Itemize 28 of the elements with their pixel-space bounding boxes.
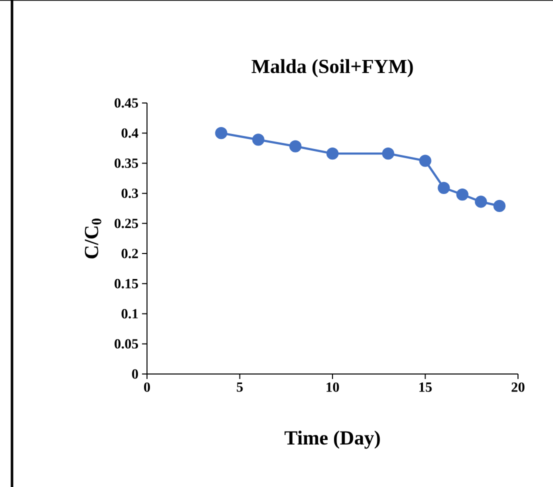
point <box>382 147 394 160</box>
x-axis-title: Time (Day) <box>284 430 380 449</box>
y-tick-label: 0.15 <box>114 278 138 288</box>
point <box>326 147 339 160</box>
x-tick-label: 10 <box>326 382 339 392</box>
y-tick-label: 0 <box>132 369 138 379</box>
point <box>474 196 487 208</box>
x-tick-label: 5 <box>236 382 243 392</box>
y-tick-label: 0.05 <box>114 339 138 349</box>
x-tick-label: 0 <box>144 382 150 392</box>
point <box>215 127 228 140</box>
point <box>456 188 468 201</box>
y-tick-label: 0.45 <box>114 98 138 108</box>
point <box>252 134 264 146</box>
y-tick-label: 0.35 <box>114 158 138 168</box>
point <box>493 200 506 212</box>
chart-title: Malda (Soil+FYM) <box>252 59 413 78</box>
y-tick-label: 0.4 <box>122 128 138 138</box>
x-tick-label: 20 <box>512 382 524 392</box>
x-tick-label: 15 <box>419 382 432 392</box>
y-tick-label: 0.25 <box>114 218 138 228</box>
y-tick-label: 0.3 <box>122 188 138 198</box>
y-tick-label: 0.2 <box>122 248 138 258</box>
y-axis-title: C/C$_{0}$ <box>84 218 102 258</box>
point <box>289 140 302 152</box>
y-tick-label: 0.1 <box>122 309 138 319</box>
point <box>438 182 450 194</box>
point <box>419 154 432 167</box>
